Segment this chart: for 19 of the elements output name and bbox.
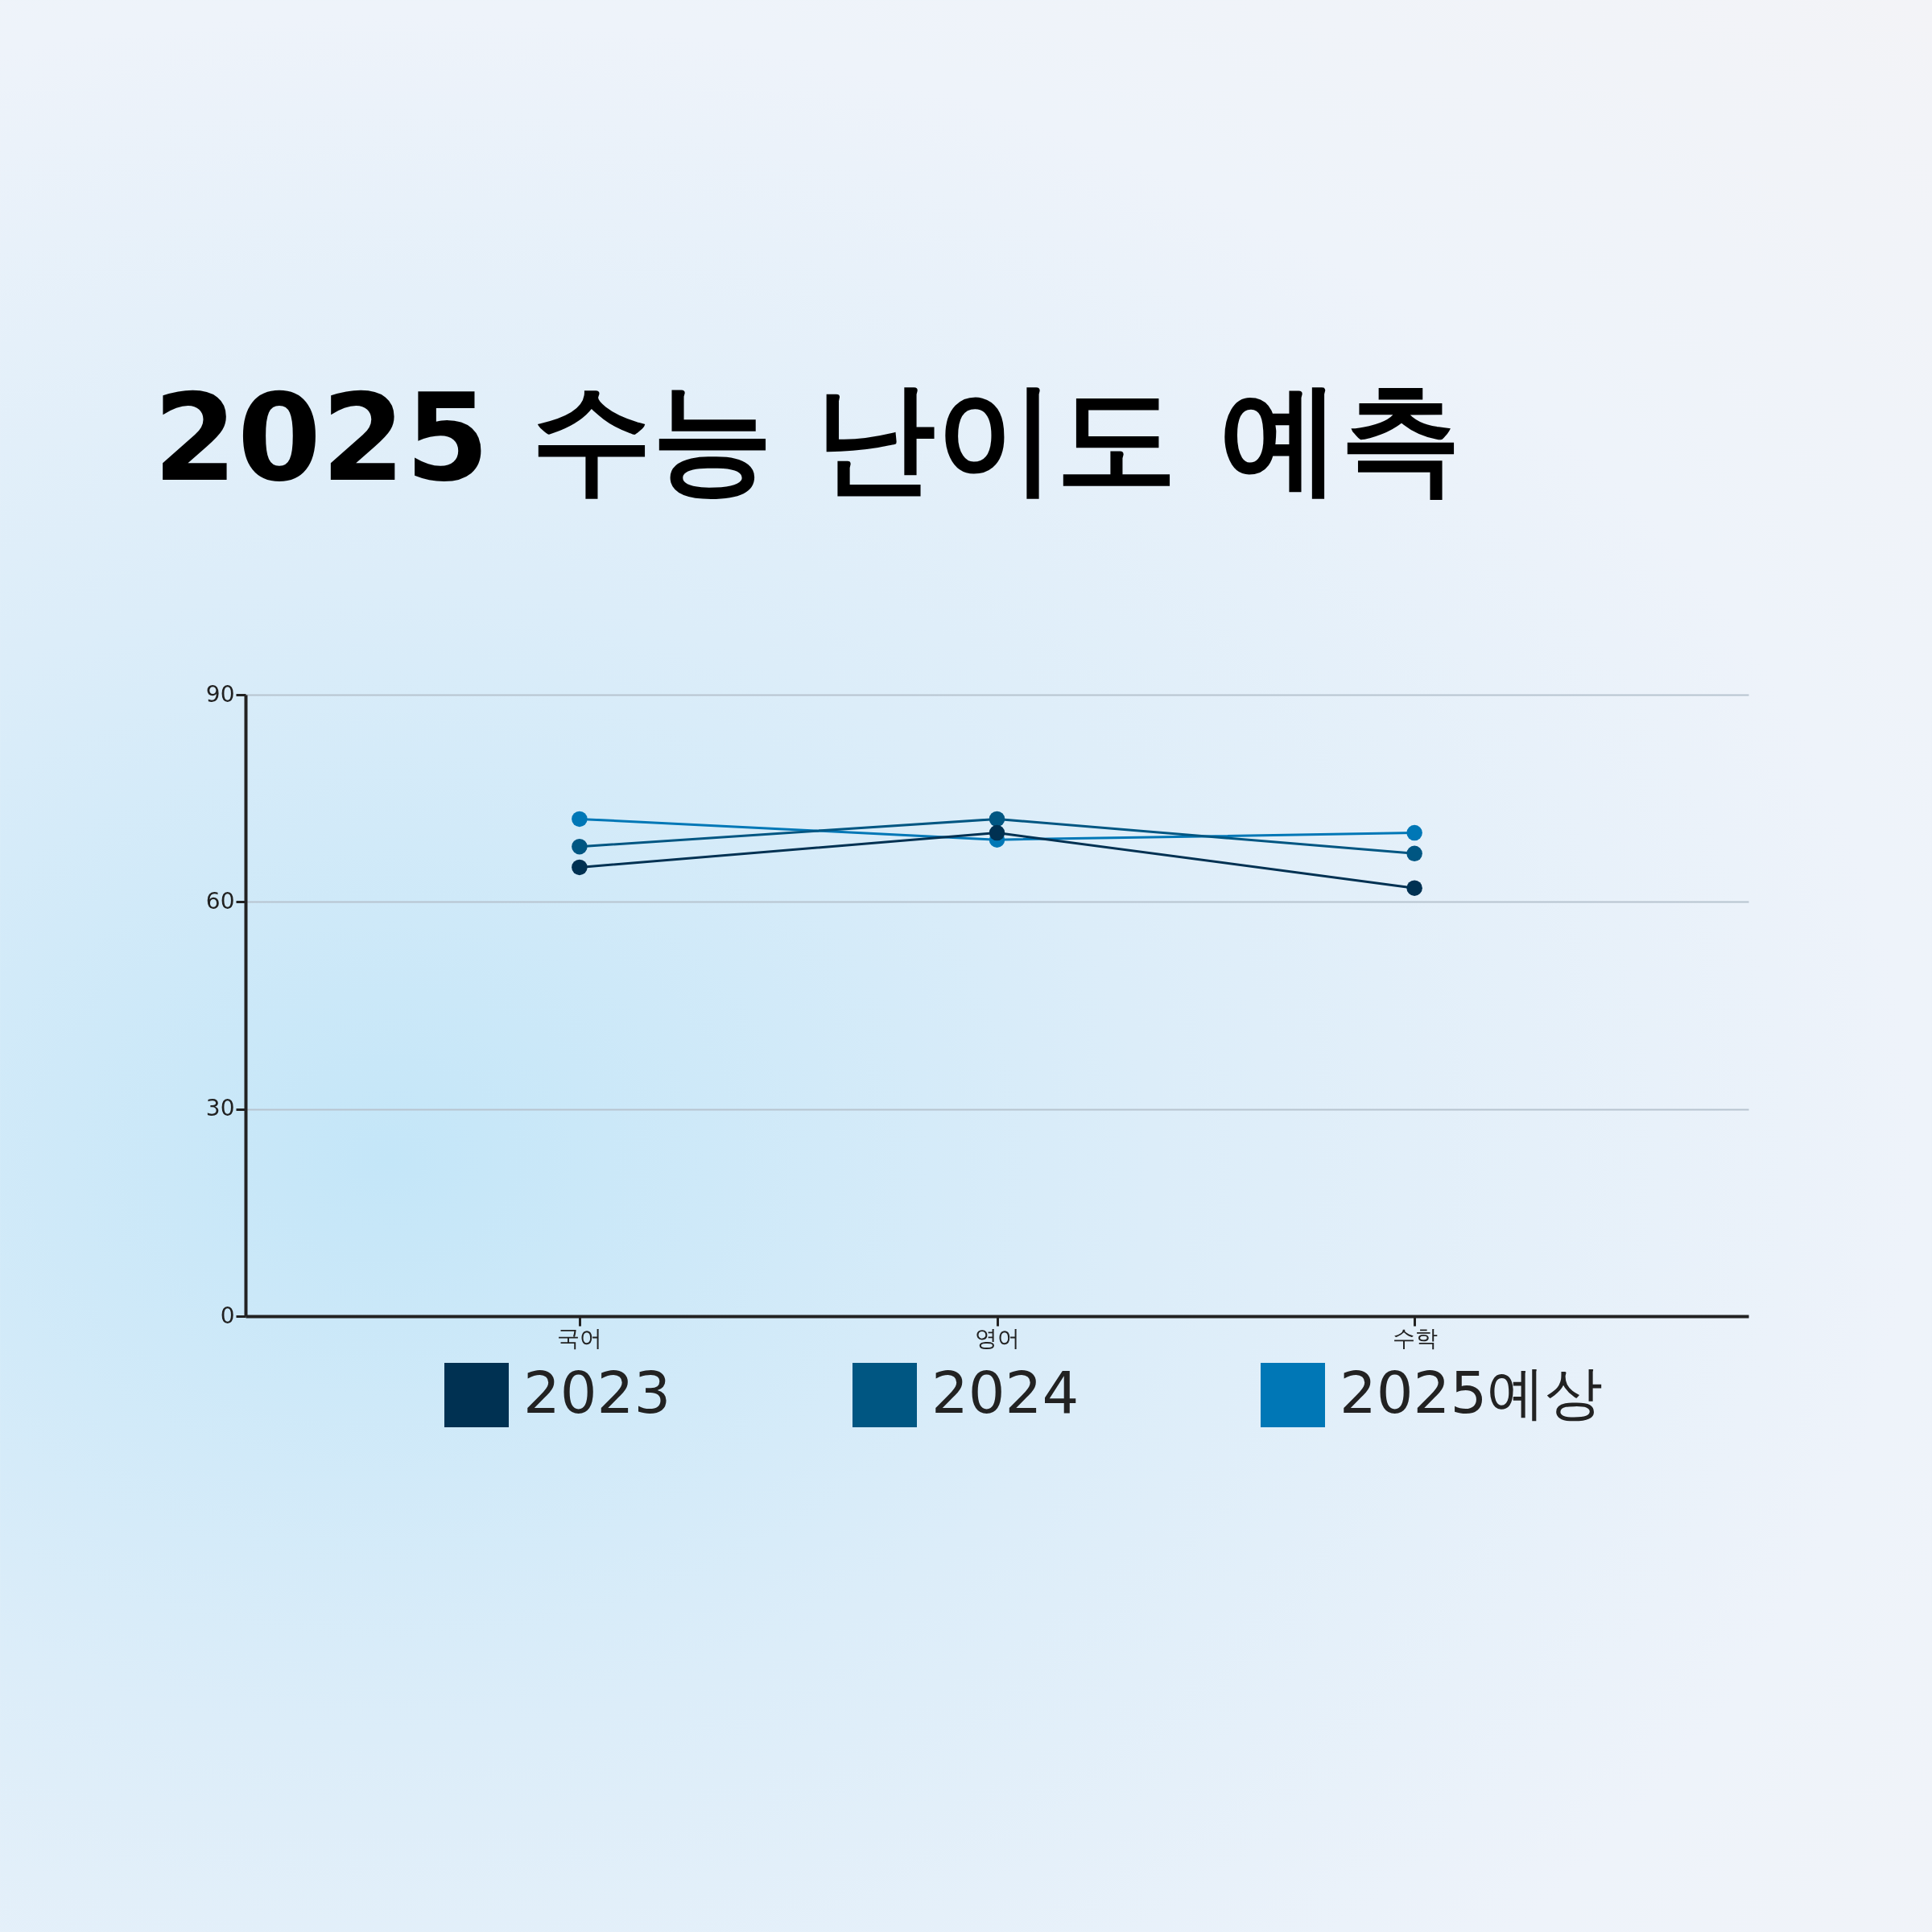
x-tick-label: 국어 xyxy=(557,1324,603,1352)
point xyxy=(989,811,1005,828)
legend-label: 2025예상 xyxy=(1340,1359,1604,1426)
legend-label: 2024 xyxy=(931,1359,1080,1426)
y-tick-label: 60 xyxy=(205,887,235,914)
x-tick-label: 수학 xyxy=(1392,1324,1438,1352)
point xyxy=(572,838,588,855)
point xyxy=(572,811,588,828)
legend-label: 2023 xyxy=(523,1359,671,1426)
point xyxy=(1406,845,1422,862)
point xyxy=(989,824,1005,841)
chart-title: 2025 수능 난이도 예측 xyxy=(153,368,1461,508)
point xyxy=(1406,880,1422,896)
point xyxy=(1406,824,1422,841)
point xyxy=(572,859,588,876)
y-tick-label: 30 xyxy=(205,1095,235,1122)
y-tick-label: 0 xyxy=(220,1302,235,1329)
y-tick-label: 90 xyxy=(205,680,235,708)
x-tick-label: 영어 xyxy=(975,1324,1020,1352)
